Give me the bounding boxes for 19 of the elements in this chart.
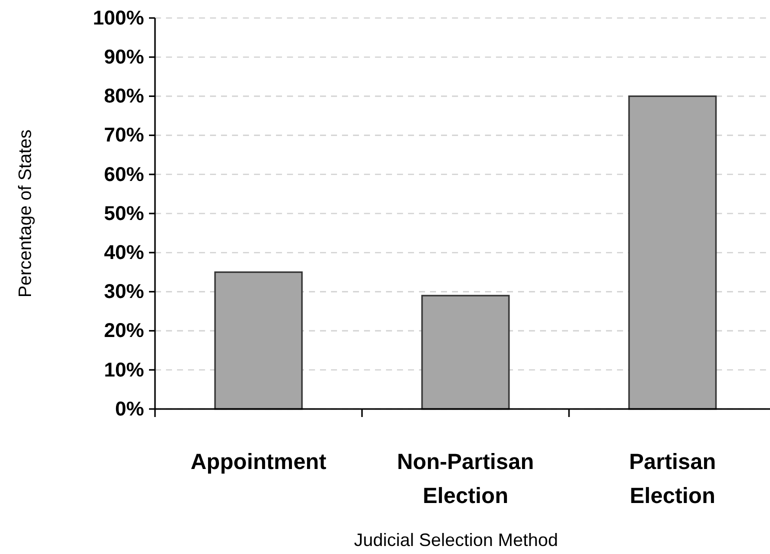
bar [214,271,303,410]
x-tick-label: Partisan Election [629,449,716,508]
y-tick-label: 50% [104,202,144,225]
x-axis-title: Judicial Selection Method [354,530,558,550]
y-tick-label: 40% [104,242,144,264]
bar [628,95,717,410]
y-tick-label: 100% [92,7,144,30]
y-tick-label: 70% [104,124,144,147]
x-tick-label: Appointment [190,449,327,474]
bar [421,294,510,410]
y-tick-label: 60% [104,164,144,186]
y-tick-label: 20% [104,320,144,342]
x-tick-label: Non-Partisan Election [397,449,534,508]
y-axis-title: Percentage of States [15,129,35,298]
y-tick-label: 90% [104,46,144,68]
y-tick-label: 10% [104,359,144,382]
y-tick-label: 80% [104,86,144,108]
y-tick-label: 0% [115,398,144,420]
y-tick-label: 30% [104,281,144,304]
